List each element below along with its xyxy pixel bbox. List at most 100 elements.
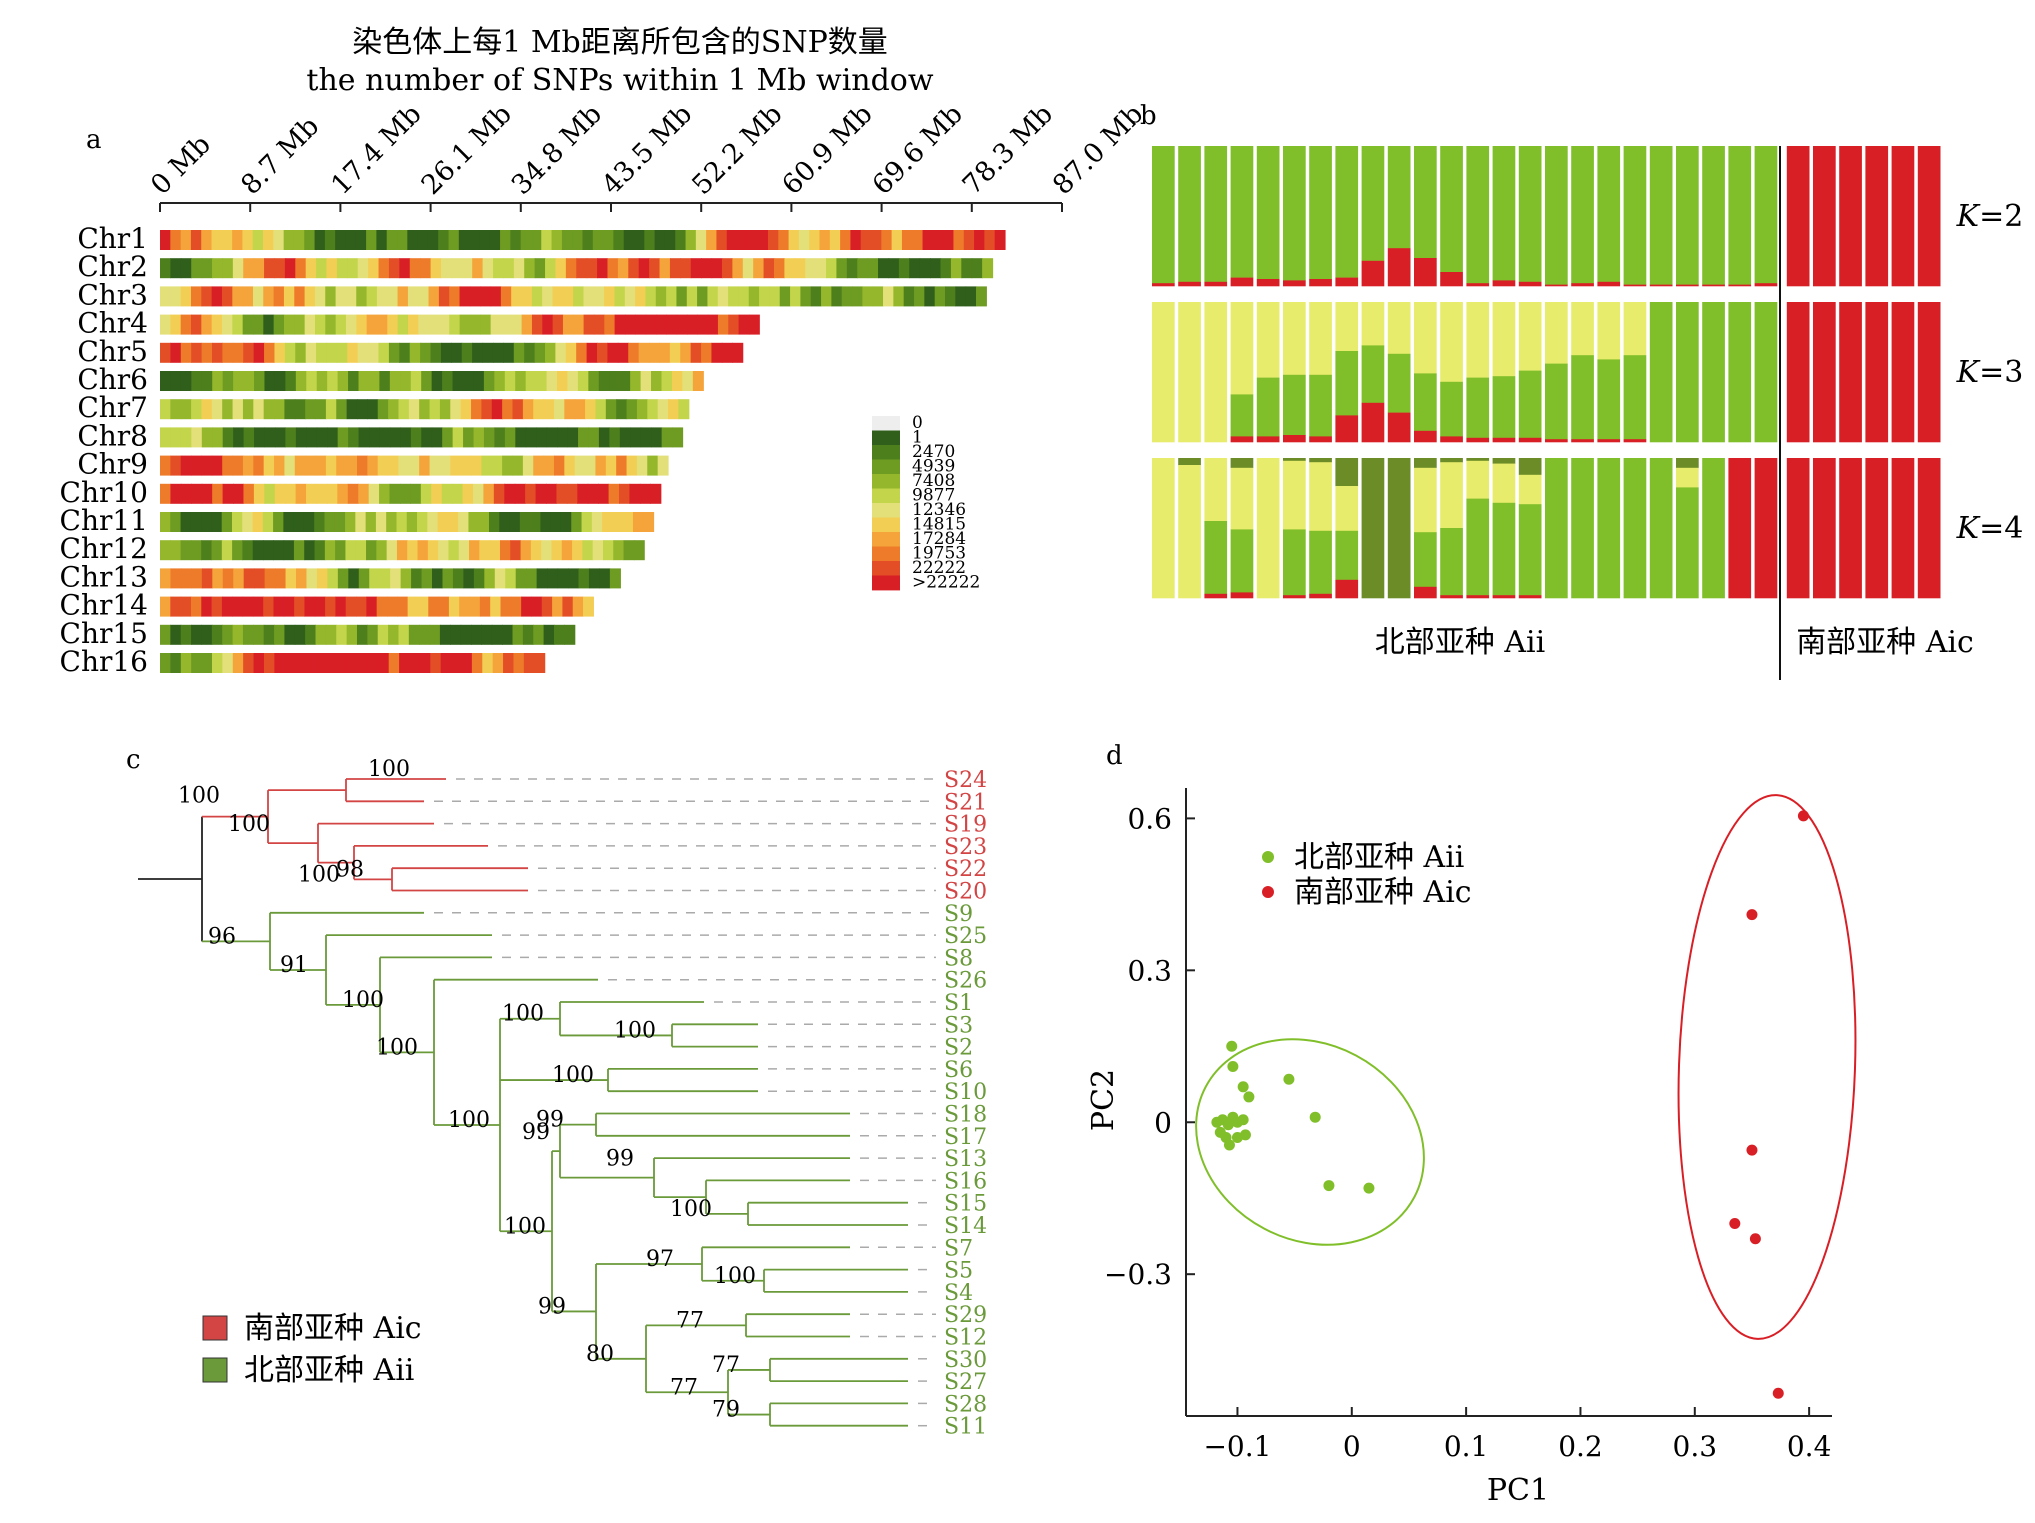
density-bin	[326, 342, 338, 363]
density-bin	[984, 230, 996, 250]
chromosome-bar	[160, 455, 669, 476]
density-bin	[490, 286, 502, 307]
density-bin	[638, 342, 650, 363]
density-bin	[191, 427, 203, 448]
density-bin	[521, 286, 533, 307]
density-bin	[418, 286, 430, 307]
structure-segment	[1786, 146, 1810, 287]
density-bin	[609, 427, 621, 448]
density-bin	[473, 568, 485, 589]
density-bin	[390, 568, 402, 589]
density-bin	[396, 540, 408, 561]
structure-segment	[1309, 593, 1332, 599]
structure-bar	[1440, 458, 1463, 599]
density-bin	[494, 371, 506, 391]
density-bin	[409, 653, 421, 673]
density-bin	[348, 427, 360, 448]
density-bin	[345, 596, 357, 617]
x-tick-label: −0.1	[1203, 1430, 1271, 1463]
structure-segment	[1571, 355, 1594, 440]
density-bin	[478, 512, 490, 532]
density-bin	[655, 286, 667, 307]
density-bin	[306, 568, 318, 589]
density-bin	[480, 314, 492, 335]
density-bin	[377, 399, 389, 420]
density-bin	[243, 568, 255, 589]
legend-label-aii-pca: 北部亚种 Aii	[1294, 840, 1464, 875]
density-bin	[815, 258, 827, 279]
density-bin	[160, 342, 172, 363]
structure-segment	[1649, 146, 1673, 285]
density-bin	[180, 512, 192, 532]
structure-segment	[1440, 458, 1463, 463]
density-bin	[285, 483, 297, 504]
density-bin	[901, 230, 913, 250]
pca-point	[1226, 1040, 1238, 1052]
density-bin	[294, 314, 306, 335]
density-bin	[562, 314, 574, 335]
density-bin	[201, 455, 213, 476]
density-bin	[396, 512, 408, 532]
density-bin	[399, 653, 411, 673]
x-tick-label: 52.2 Mb	[686, 99, 788, 201]
density-bin	[695, 230, 707, 250]
density-bin	[160, 624, 171, 645]
density-bin	[934, 286, 946, 307]
structure-segment	[1865, 146, 1889, 287]
density-bin	[491, 399, 503, 420]
density-bin	[459, 314, 471, 335]
x-tick-label: 0.4	[1787, 1430, 1832, 1463]
structure-bar	[1283, 146, 1306, 287]
density-bin	[449, 286, 461, 307]
density-bin	[595, 399, 607, 420]
density-bin	[494, 568, 506, 589]
density-bin	[376, 286, 388, 307]
density-bin	[489, 230, 501, 250]
density-bin	[574, 399, 586, 420]
density-bin	[211, 455, 223, 476]
density-bin	[180, 342, 192, 363]
pca-point	[1227, 1061, 1239, 1073]
density-bin	[640, 371, 652, 391]
density-bin	[605, 455, 617, 476]
density-bin	[211, 512, 223, 532]
density-bin	[629, 483, 641, 504]
structure-segment	[1152, 146, 1175, 284]
density-bin	[417, 230, 429, 250]
density-bin	[545, 258, 557, 279]
density-bin	[469, 286, 481, 307]
density-bin	[243, 483, 255, 504]
density-bin	[595, 455, 607, 476]
density-bin	[345, 314, 357, 335]
density-bin	[355, 540, 367, 561]
density-bin	[316, 568, 328, 589]
structure-segment	[1518, 504, 1542, 596]
density-bin	[639, 483, 651, 504]
x-tick-label: 43.5 Mb	[596, 99, 698, 201]
density-bin	[593, 286, 605, 307]
density-bin	[626, 399, 638, 420]
pca-point	[1363, 1182, 1375, 1194]
density-bin	[552, 596, 564, 617]
density-bin	[624, 286, 636, 307]
structure-bar	[1335, 302, 1359, 443]
density-bin	[483, 371, 495, 391]
y-tick-label: 0	[1154, 1106, 1172, 1139]
density-bin	[578, 427, 590, 448]
structure-segment	[1571, 302, 1594, 356]
structure-bar	[1518, 302, 1542, 443]
structure-segment	[1387, 302, 1411, 355]
structure-segment	[1309, 462, 1332, 532]
density-bin	[503, 342, 515, 363]
structure-bar	[1204, 458, 1228, 599]
density-bin	[430, 258, 442, 279]
density-bin	[836, 258, 848, 279]
bootstrap-value: 80	[586, 1342, 614, 1367]
density-bin	[316, 427, 328, 448]
density-bin	[252, 596, 264, 617]
density-bin	[388, 653, 400, 673]
density-bin	[500, 230, 511, 250]
density-bin	[376, 230, 388, 250]
density-bin	[680, 342, 692, 363]
structure-segment	[1623, 458, 1647, 599]
